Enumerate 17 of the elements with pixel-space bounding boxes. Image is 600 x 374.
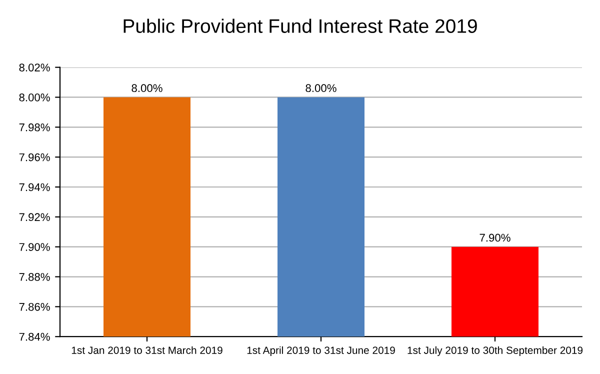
y-tick-label: 7.92% — [19, 213, 50, 222]
y-tick-label: 7.88% — [19, 273, 50, 281]
x-tick-label: 1st April 2019 to 31st June 2019 — [247, 346, 395, 356]
y-tick-label: 7.90% — [19, 243, 50, 251]
chart-title: Public Provident Fund Interest Rate 2019 — [124, 18, 477, 33]
y-tick-label: 8.02% — [19, 64, 50, 72]
y-tick-label: 7.98% — [19, 123, 50, 132]
y-tick-label: 7.94% — [19, 183, 50, 192]
y-tick-label: 8.00% — [19, 94, 50, 102]
y-tick-label: 7.86% — [19, 302, 50, 311]
y-tick-label: 7.96% — [19, 153, 50, 162]
x-tick-label: 1st July 2019 to 30th September 2019 — [408, 346, 583, 356]
x-tick-label: 1st Jan 2019 to 31st March 2019 — [72, 346, 222, 354]
data-label: 8.00% — [306, 84, 336, 92]
y-tick-label: 7.84% — [19, 332, 50, 341]
data-label: 8.00% — [132, 84, 162, 92]
data-label: 7.90% — [480, 234, 510, 242]
